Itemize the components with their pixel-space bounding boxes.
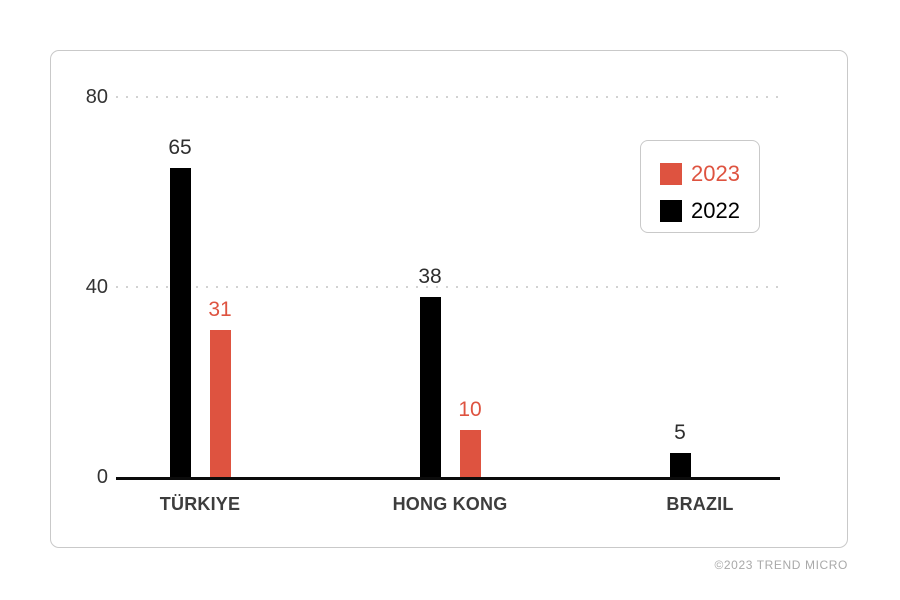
grid-line-40 xyxy=(116,286,782,288)
legend: 2023 2022 xyxy=(640,140,760,233)
grid-line-80 xyxy=(116,96,782,98)
x-category-label-2: BRAZIL xyxy=(666,494,734,514)
bar-value-label-2023-1: 10 xyxy=(458,397,482,421)
legend-item-2022: 2022 xyxy=(660,200,759,222)
legend-swatch-2023 xyxy=(660,163,682,185)
legend-label-2023: 2023 xyxy=(691,161,740,186)
bar-value-label-2022-0: 65 xyxy=(168,136,192,160)
x-axis-line xyxy=(116,477,780,480)
bar-value-label-2022-1: 38 xyxy=(418,264,442,288)
bar-2022-2 xyxy=(669,453,691,477)
copyright-credit: ©2023 TREND MICRO xyxy=(714,558,848,572)
y-tick-label-0: 0 xyxy=(96,466,108,488)
y-tick-label-40: 40 xyxy=(85,276,108,298)
legend-swatch-2022 xyxy=(660,200,682,222)
x-category-label-0: TÜRKIYE xyxy=(159,494,241,514)
bar-value-label-2023-0: 31 xyxy=(208,297,232,321)
x-category-label-1: HONG KONG xyxy=(392,494,508,514)
bar-2023-0 xyxy=(209,329,231,477)
bar-2022-0 xyxy=(169,168,191,477)
legend-item-2023: 2023 xyxy=(660,163,759,185)
y-tick-label-80: 80 xyxy=(85,86,108,108)
bar-2023-1 xyxy=(459,429,481,477)
bar-2022-1 xyxy=(419,296,441,477)
legend-label-2022: 2022 xyxy=(691,198,740,223)
bar-value-label-2022-2: 5 xyxy=(674,421,686,445)
